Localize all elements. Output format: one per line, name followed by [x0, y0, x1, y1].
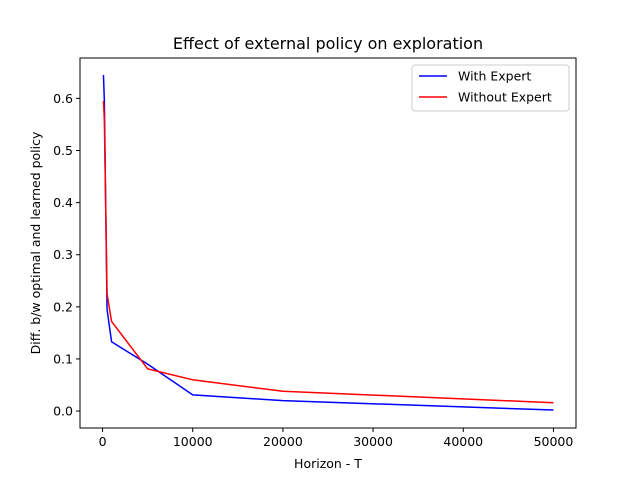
legend-label-0: With Expert — [458, 69, 531, 84]
y-tick-label: 0.5 — [53, 143, 73, 158]
x-tick-label: 10000 — [173, 434, 213, 449]
y-tick-label: 0.1 — [53, 351, 73, 366]
y-tick-label: 0.0 — [53, 404, 73, 419]
x-axis: 0 10000 20000 30000 40000 50000 — [99, 428, 574, 449]
plot-area — [102, 74, 554, 411]
series-line-1 — [102, 100, 554, 404]
y-tick-label: 0.2 — [53, 299, 73, 314]
x-tick-label: 50000 — [534, 434, 574, 449]
y-axis-label: Diff. b/w optimal and learned policy — [28, 131, 43, 354]
y-axis: 0.0 0.1 0.2 0.3 0.4 0.5 0.6 — [53, 91, 80, 419]
x-tick-label: 0 — [99, 434, 107, 449]
x-axis-label: Horizon - T — [294, 456, 362, 471]
legend-label-1: Without Expert — [458, 90, 552, 105]
series-line-0 — [102, 74, 554, 411]
x-tick-label: 20000 — [263, 434, 303, 449]
plot-frame — [79, 57, 577, 429]
y-tick-label: 0.4 — [53, 195, 73, 210]
x-tick-label: 40000 — [443, 434, 483, 449]
y-tick-label: 0.3 — [53, 247, 73, 262]
x-tick-label: 30000 — [353, 434, 393, 449]
chart-title: Effect of external policy on exploration — [173, 34, 483, 53]
legend-box — [411, 64, 570, 112]
legend: With Expert Without Expert — [411, 64, 570, 112]
y-tick-label: 0.6 — [53, 91, 73, 106]
